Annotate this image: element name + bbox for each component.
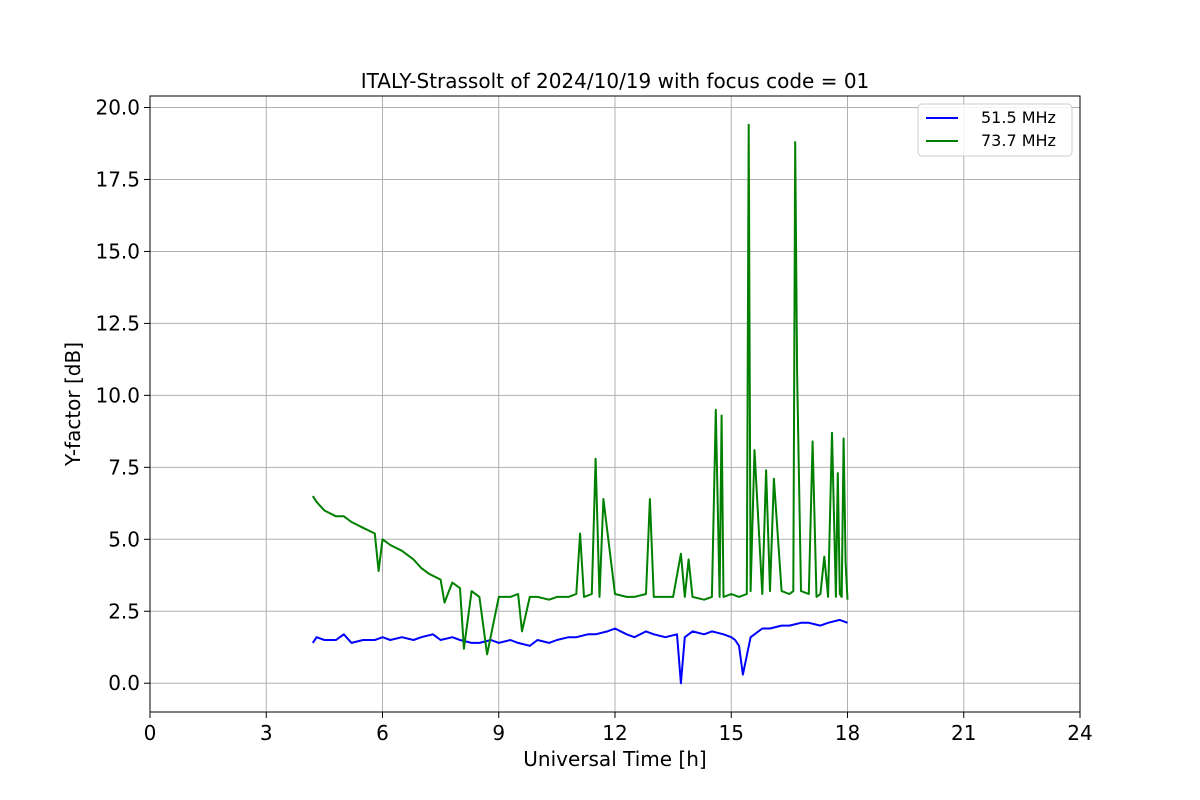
y-axis: 0.0 2.5 5.0 7.5 10.0 12.5 15.0 17.5 20.0 — [95, 96, 150, 695]
chart-title: ITALY-Strassolt of 2024/10/19 with focus… — [361, 69, 870, 93]
y-tick-label: 5.0 — [108, 527, 140, 551]
x-tick-label: 15 — [719, 721, 744, 745]
x-tick-label: 21 — [951, 721, 976, 745]
x-tick-label: 3 — [260, 721, 273, 745]
series-line-73-7-mhz — [311, 123, 849, 656]
x-tick-label: 24 — [1067, 721, 1092, 745]
x-axis: 0 3 6 9 12 15 18 21 24 — [144, 712, 1093, 745]
x-tick-label: 0 — [144, 721, 157, 745]
legend-label-51-5-mhz: 51.5 MHz — [981, 108, 1056, 127]
legend-label-73-7-mhz: 73.7 MHz — [981, 131, 1056, 150]
y-tick-label: 2.5 — [108, 599, 140, 623]
y-tick-label: 7.5 — [108, 455, 140, 479]
legend: 51.5 MHz 73.7 MHz — [917, 103, 1073, 157]
x-tick-label: 12 — [602, 721, 627, 745]
series-layer — [311, 123, 849, 685]
y-tick-label: 17.5 — [95, 167, 140, 191]
series-line-51-5-mhz — [311, 618, 848, 685]
x-tick-label: 18 — [835, 721, 860, 745]
x-tick-label: 9 — [492, 721, 505, 745]
y-tick-label: 0.0 — [108, 671, 140, 695]
y-tick-label: 10.0 — [95, 383, 140, 407]
y-tick-label: 20.0 — [95, 96, 140, 120]
y-axis-label: Y-factor [dB] — [61, 342, 85, 467]
x-axis-label: Universal Time [h] — [523, 747, 706, 771]
y-tick-label: 15.0 — [95, 239, 140, 263]
x-tick-label: 6 — [376, 721, 389, 745]
y-tick-label: 12.5 — [95, 311, 140, 335]
